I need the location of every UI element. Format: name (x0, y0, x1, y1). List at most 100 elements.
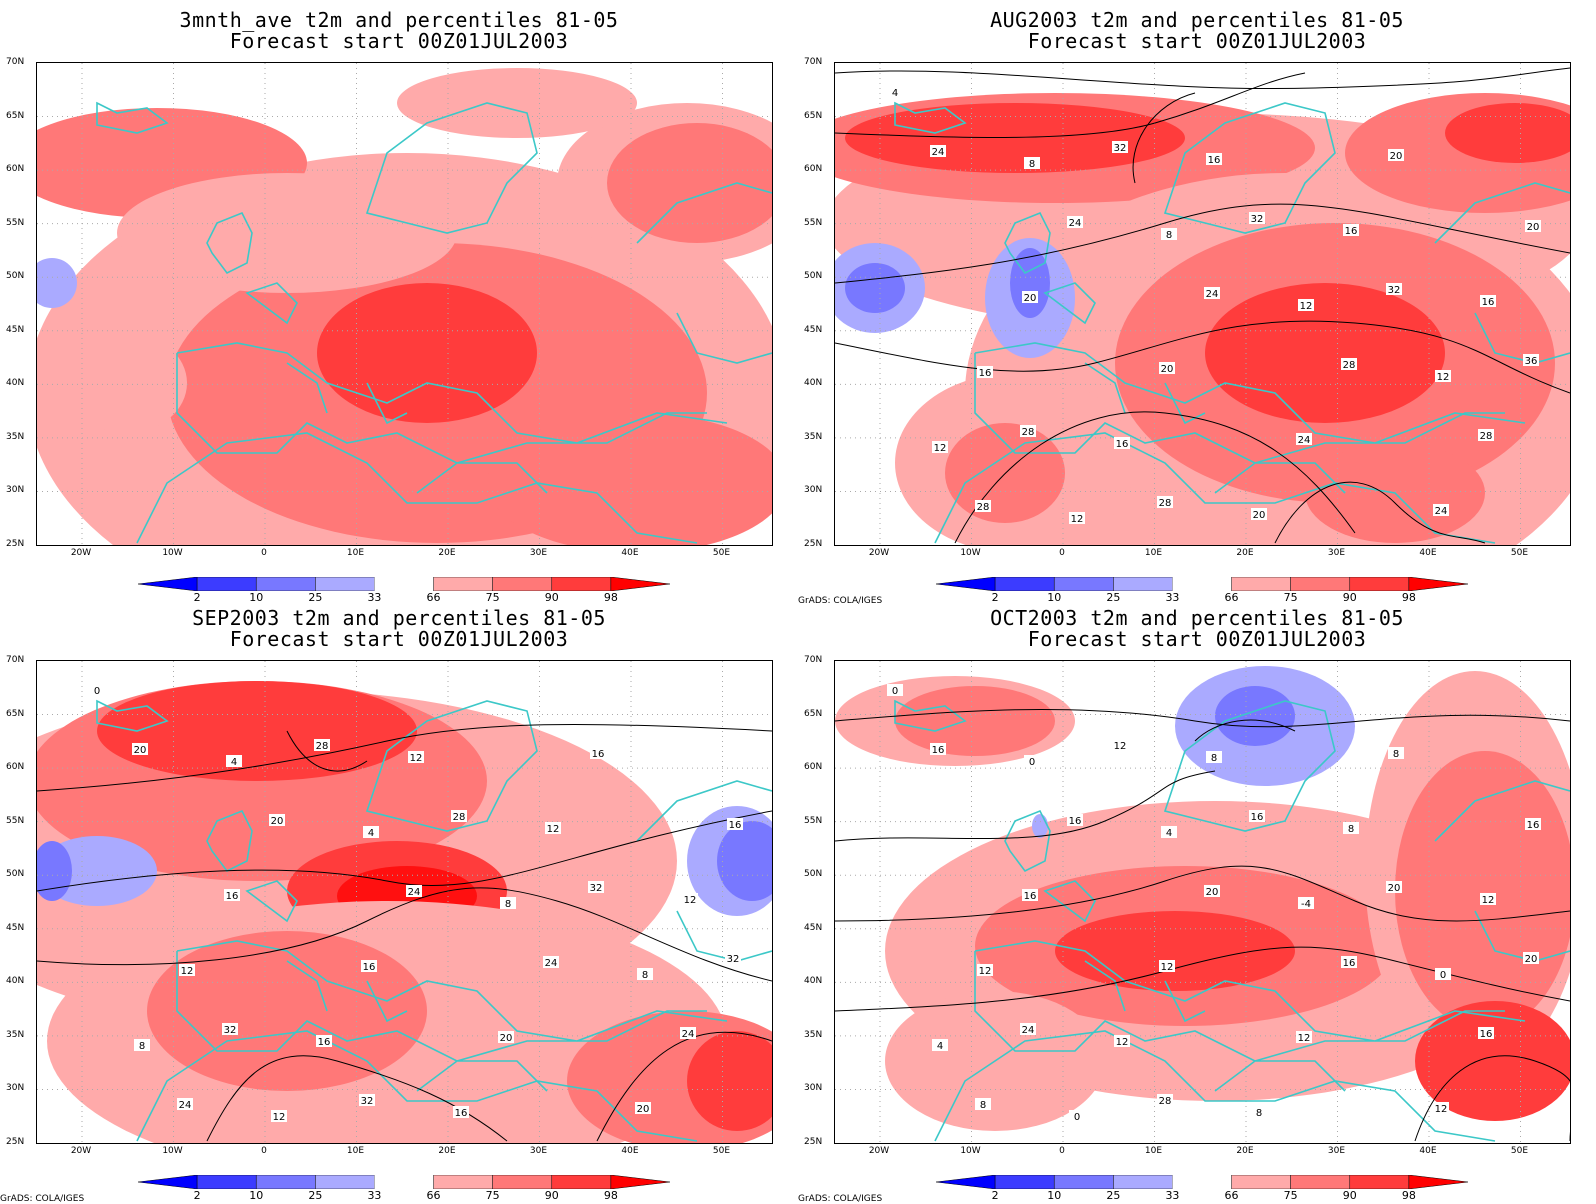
colorbar-segment (994, 1174, 1055, 1190)
contour-label: 32 (1251, 214, 1264, 225)
lon-label: 20E (438, 1146, 456, 1156)
coastline (96, 699, 772, 1142)
percentile-region (397, 68, 637, 138)
lat-label: 70N (804, 655, 823, 665)
contour-label-bg (545, 822, 561, 834)
percentile-region (1010, 248, 1050, 318)
contour-line (954, 411, 1356, 544)
colorbar-segment (255, 576, 316, 592)
colorbar-segment (374, 577, 434, 591)
panel-subtitle: Forecast start 00Z01JUL2003 (229, 627, 569, 651)
contour-label: 20 (1527, 222, 1540, 233)
lat-label: 35N (6, 1029, 25, 1040)
panel-title: 3mnth_ave t2m and percentiles 81-05 (179, 8, 619, 32)
contour-labels: 0 4 4 8 8 8 12 12 12 12 12 16 16 16 16 16 16 20 20 20 20 24 24… (89, 684, 743, 1123)
colorbar-label: 66 (426, 591, 441, 604)
lat-label: 35N (804, 1029, 823, 1040)
contour-label: 32 (224, 1025, 237, 1036)
lon-label: 10W (960, 1146, 981, 1156)
colorbar-label: 25 (1106, 591, 1121, 604)
lat-label: 70N (804, 57, 823, 67)
lon-label: 0 (261, 1146, 267, 1156)
colorbar-segment (1290, 576, 1351, 592)
lon-label: 30E (1327, 548, 1346, 558)
colorbar-label: 33 (367, 591, 382, 604)
contour-label-bg (1480, 893, 1496, 905)
contour-label-bg (1435, 370, 1451, 382)
lat-label: 25N (6, 538, 25, 549)
contour-label-bg (359, 1094, 375, 1106)
contour-label-bg (1525, 220, 1541, 232)
lon-label: 20W (70, 1146, 92, 1156)
colorbar-segment (610, 576, 671, 592)
contour-label-bg (361, 960, 377, 972)
contour-label-bg (1251, 508, 1267, 520)
contour-label: 12 (547, 824, 560, 835)
contour-label: 24 (408, 887, 421, 898)
panel-subtitle: Forecast start 00Z01JUL2003 (1027, 29, 1367, 53)
contour-label: 28 (1159, 498, 1172, 509)
contour-label: 12 (979, 966, 992, 977)
contour-label-bg (725, 952, 741, 964)
lat-label: 45N (6, 324, 25, 335)
contour-label: 8 (139, 1041, 145, 1052)
contour-label-bg (1024, 755, 1040, 767)
contour-label: 16 (1527, 820, 1540, 831)
contour-label-bg (590, 747, 606, 759)
colorbar-label: 10 (249, 591, 264, 604)
lat-label: 55N (6, 217, 25, 228)
colorbar-label: 75 (1283, 1189, 1298, 1202)
contour-label: 4 (231, 757, 237, 768)
contour-label-bg (1067, 216, 1083, 228)
contour-label-bg (682, 893, 698, 905)
contour-label: 0 (1074, 1112, 1080, 1123)
contour-label-bg (269, 814, 285, 826)
colorbar-label: 75 (1283, 591, 1298, 604)
colorbar-label: 75 (485, 591, 500, 604)
colorbar-segment (1172, 577, 1232, 591)
contour-label-bg (1069, 512, 1085, 524)
colorbar-segment (196, 1174, 257, 1190)
contour-label: 32 (727, 954, 740, 965)
contour-label-bg (1159, 362, 1175, 374)
contour-label: 8 (1211, 753, 1217, 764)
contour-line (1414, 1055, 1570, 1142)
contour-label-bg (932, 441, 948, 453)
contour-label: 24 (1298, 435, 1311, 446)
lat-label: 25N (6, 1136, 25, 1147)
colorbar-segment (374, 1175, 434, 1189)
contour-line (37, 723, 772, 792)
lon-label: 20E (1236, 548, 1254, 558)
map-panel: SEP2003 t2m and percentiles 81-05 Forecas… (0, 598, 798, 1204)
contour-label-bg (932, 1039, 948, 1051)
contour-label: 0 (892, 686, 898, 697)
colorbar-label: 10 (1047, 1189, 1062, 1202)
contour-label: 16 (363, 962, 376, 973)
map-plot-area (36, 62, 773, 546)
lon-label: 20W (868, 1146, 890, 1156)
colorbar-label: 98 (1401, 591, 1416, 604)
contour-label: 32 (1114, 143, 1127, 154)
percentile-region (1055, 911, 1295, 991)
contour-label-bg (1020, 425, 1036, 437)
colorbar-segment (994, 576, 1055, 592)
contour-label-bg (1020, 1023, 1036, 1035)
map-plot-area: 4 8 8 12 12 12 12 16 16 16 16 16 20 20 20 20 20 24 24 24 24 2… (834, 62, 1571, 546)
contour-label-bg (498, 1031, 514, 1043)
colorbar-label: 2 (991, 1189, 999, 1202)
percentile-region (117, 173, 457, 293)
contour-label-bg (222, 1023, 238, 1035)
contour-line (835, 72, 1306, 138)
contour-line (835, 946, 1570, 1012)
contour-label-bg (1433, 504, 1449, 516)
contour-label-bg (887, 684, 903, 696)
graticule (37, 63, 772, 545)
colorbar-segment (935, 576, 996, 592)
contour-label-bg (1022, 291, 1038, 303)
contour-label-bg (1523, 952, 1539, 964)
contour-label-bg (637, 968, 653, 980)
percentile-region (1032, 814, 1048, 838)
contour-label-bg (680, 1027, 696, 1039)
contour-label-bg (1112, 739, 1128, 751)
lon-label: 50E (1510, 548, 1529, 558)
